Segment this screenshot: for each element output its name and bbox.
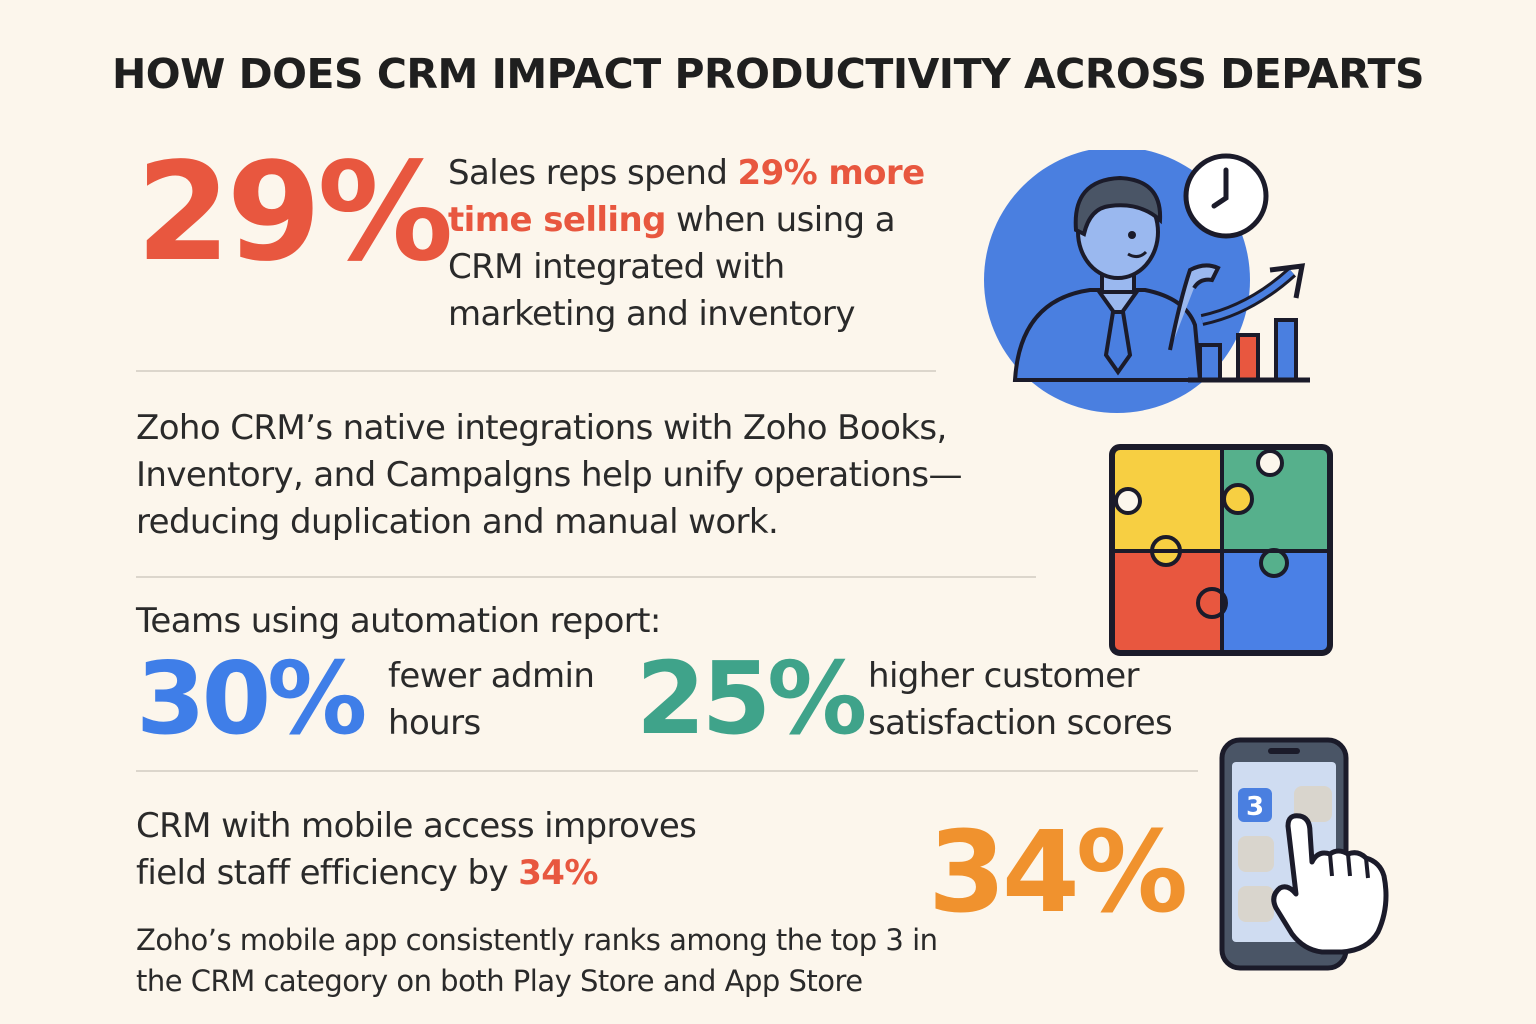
- salesperson-chart-icon: [984, 150, 1310, 413]
- stat-25-text: higher customer satisfaction scores: [868, 656, 1173, 743]
- stat-30-text: fewer admin hours: [388, 656, 595, 743]
- divider-2: [136, 576, 1036, 578]
- section4-text: CRM with mobile access improves field st…: [136, 803, 736, 897]
- stat-30: 30%: [136, 640, 367, 757]
- puzzle-icon: [1109, 444, 1333, 656]
- section3-heading: Teams using automation report:: [136, 601, 661, 641]
- divider-1: [136, 370, 936, 372]
- section1-text: Sales reps spend 29% more time selling w…: [448, 150, 928, 338]
- mobile-touch-icon: 3: [1219, 737, 1389, 971]
- section4-text-highlight: 34%: [518, 853, 598, 893]
- section4-subtext: Zoho’s mobile app consistently ranks amo…: [136, 923, 938, 998]
- divider-3: [136, 770, 1198, 772]
- section1-text-after: when using a CRM integrated with marketi…: [448, 200, 896, 334]
- stat-25: 25%: [636, 640, 867, 757]
- section1-text-highlight: 29% more time selling: [448, 153, 925, 240]
- page-title: HOW DOES CRM IMPACT PRODUCTIVITY ACROSS …: [111, 50, 1425, 98]
- section2-text: Zoho CRM’s native integrations with Zoho…: [136, 408, 963, 542]
- stat-29: 29%: [136, 134, 454, 292]
- stat-34: 34%: [928, 808, 1188, 938]
- phone-badge: 3: [1246, 792, 1264, 822]
- section1-text-before: Sales reps spend: [448, 153, 738, 193]
- section4-text-before: CRM with mobile access improves field st…: [136, 806, 697, 893]
